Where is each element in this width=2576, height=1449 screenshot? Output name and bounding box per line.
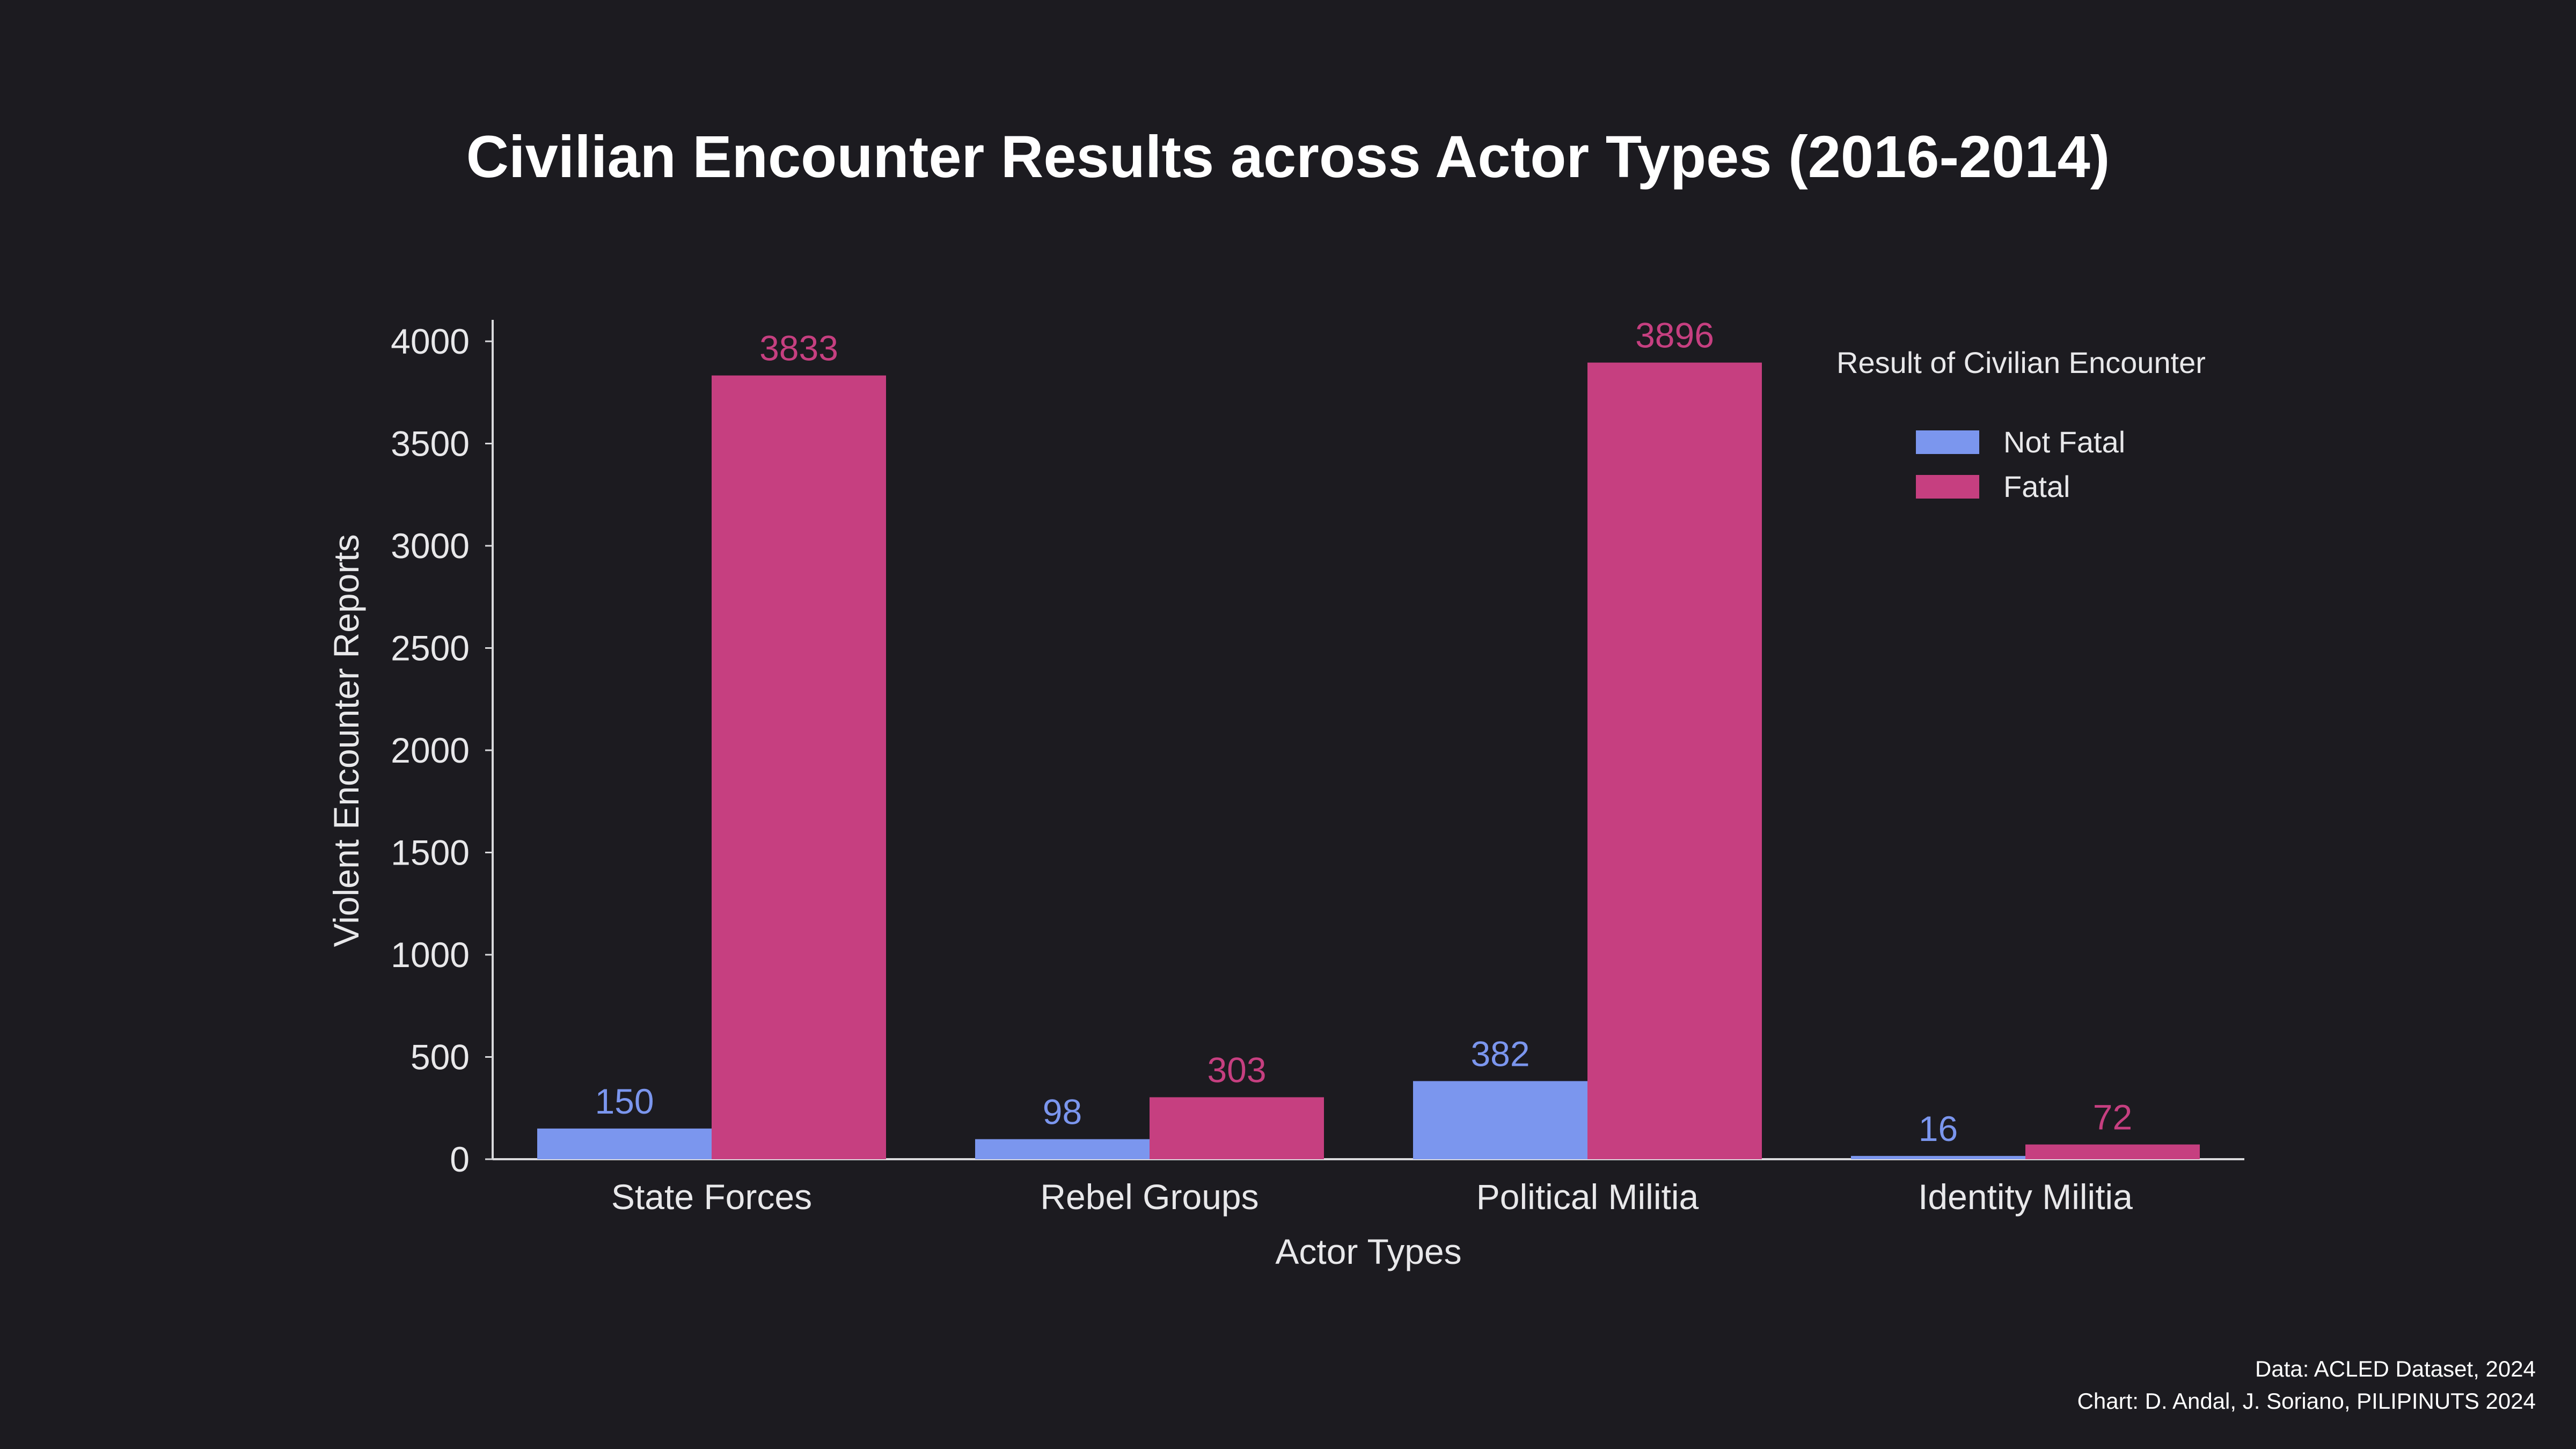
y-tick-label: 3500 xyxy=(391,424,470,464)
x-axis-title: Actor Types xyxy=(1275,1232,1461,1271)
chart-title: Civilian Encounter Results across Actor … xyxy=(466,124,2110,190)
data-label-not-fatal-rebel-groups: 98 xyxy=(1043,1092,1082,1132)
y-tick-label: 3000 xyxy=(391,526,470,566)
plot-area: 0 500 1000 1500 2000 2500 3000 3500 4000 State Fo… xyxy=(391,316,2244,1217)
data-label-not-fatal-political-militia: 382 xyxy=(1470,1034,1529,1073)
data-label-fatal-identity-militia: 72 xyxy=(2093,1097,2132,1137)
x-tick-label-state-forces: State Forces xyxy=(611,1177,812,1217)
y-tick-label: 2500 xyxy=(391,628,470,668)
bar-not-fatal-political-militia xyxy=(1413,1081,1587,1159)
legend-swatch-not-fatal xyxy=(1916,430,1979,454)
credit-chart: Chart: D. Andal, J. Soriano, PILIPINUTS … xyxy=(2077,1388,2536,1414)
legend: Result of Civilian Encounter Not Fatal F… xyxy=(1836,346,2206,503)
y-tick-label: 1000 xyxy=(391,935,470,975)
x-tick-label-political-militia: Political Militia xyxy=(1476,1177,1699,1217)
legend-title: Result of Civilian Encounter xyxy=(1836,346,2206,379)
bar-fatal-state-forces xyxy=(712,375,886,1160)
legend-label-fatal: Fatal xyxy=(2003,470,2070,503)
bar-not-fatal-rebel-groups xyxy=(975,1139,1150,1159)
data-label-not-fatal-state-forces: 150 xyxy=(595,1081,654,1121)
bar-not-fatal-identity-militia xyxy=(1851,1155,2025,1159)
data-label-fatal-rebel-groups: 303 xyxy=(1207,1050,1266,1090)
bar-fatal-political-militia xyxy=(1587,362,1762,1159)
x-tick-label-identity-militia: Identity Militia xyxy=(1918,1177,2133,1217)
y-tick-label: 2000 xyxy=(391,730,470,770)
data-label-fatal-political-militia: 3896 xyxy=(1635,316,1714,355)
data-label-fatal-state-forces: 3833 xyxy=(759,328,838,368)
bar-not-fatal-state-forces xyxy=(537,1128,712,1159)
x-tick-label-rebel-groups: Rebel Groups xyxy=(1040,1177,1258,1217)
credit-source: Data: ACLED Dataset, 2024 xyxy=(2255,1356,2536,1381)
y-axis-title: Violent Encounter Reports xyxy=(326,534,366,947)
y-tick-label: 500 xyxy=(411,1037,470,1077)
y-tick-label: 4000 xyxy=(391,321,470,361)
legend-swatch-fatal xyxy=(1916,475,1979,499)
y-tick-label: 0 xyxy=(450,1139,470,1179)
legend-label-not-fatal: Not Fatal xyxy=(2003,425,2125,459)
bar-fatal-identity-militia xyxy=(2025,1144,2200,1159)
y-tick-label: 1500 xyxy=(391,833,470,873)
data-label-not-fatal-identity-militia: 16 xyxy=(1919,1109,1958,1148)
bar-fatal-rebel-groups xyxy=(1150,1097,1324,1159)
